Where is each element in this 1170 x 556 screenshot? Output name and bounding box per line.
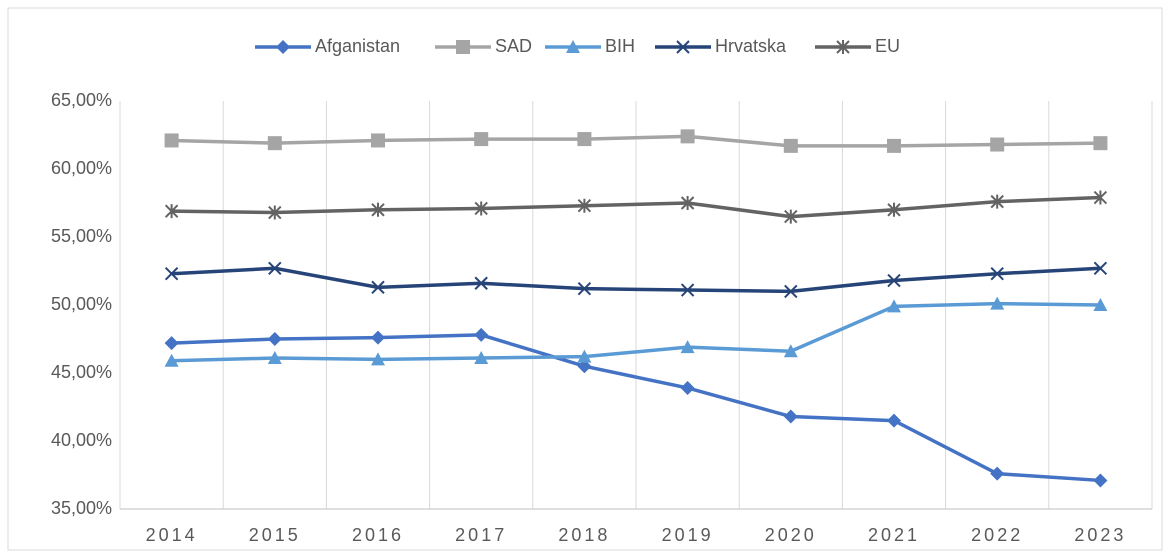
data-point [990, 267, 1004, 281]
data-point [680, 196, 695, 210]
data-point [783, 409, 798, 424]
data-point [577, 198, 592, 213]
data-point [268, 205, 282, 220]
legend-marker [676, 40, 690, 54]
data-point [784, 284, 798, 299]
legend-marker [456, 40, 470, 54]
data-point [474, 351, 489, 365]
data-point [990, 296, 1005, 310]
data-point [164, 133, 179, 148]
data-point [371, 280, 385, 295]
data-point [1093, 261, 1108, 275]
data-point [268, 261, 282, 275]
data-point [577, 132, 592, 147]
x-tick-label: 2022 [971, 525, 1023, 545]
series-line [171, 333, 1101, 483]
data-point [784, 209, 798, 224]
data-point [267, 351, 282, 365]
y-tick-label: 65,00% [51, 90, 112, 110]
data-point [783, 344, 798, 358]
x-tick-label: 2017 [455, 525, 507, 545]
y-tick-label: 45,00% [51, 362, 112, 382]
data-point [990, 194, 1004, 209]
legend-label: Afganistan [315, 36, 400, 56]
data-point [887, 273, 901, 288]
y-tick-label: 55,00% [51, 226, 112, 246]
y-tick-label: 40,00% [51, 430, 112, 450]
data-point [371, 202, 385, 217]
data-point [1093, 136, 1108, 151]
series-line [171, 301, 1101, 363]
data-point [680, 129, 695, 144]
data-point [474, 132, 489, 147]
y-tick-label: 50,00% [51, 294, 112, 314]
data-point [474, 201, 488, 216]
data-point [783, 138, 798, 153]
data-point [680, 380, 695, 395]
legend-marker [276, 40, 290, 54]
series-line [171, 134, 1101, 148]
x-tick-label: 2021 [868, 525, 920, 545]
x-tick-label: 2019 [662, 525, 714, 545]
data-point [990, 137, 1005, 152]
data-point [371, 330, 385, 345]
legend-marker [836, 40, 850, 54]
x-tick-label: 2015 [249, 525, 301, 545]
legend-label: EU [875, 36, 900, 56]
x-tick-label: 2018 [558, 525, 610, 545]
data-point [577, 359, 592, 374]
x-tick-label: 2016 [352, 525, 404, 545]
legend-label: BIH [605, 36, 635, 56]
legend-marker [566, 40, 580, 53]
data-point [1093, 190, 1108, 205]
data-point [1093, 298, 1108, 311]
data-point [577, 281, 592, 296]
data-point [474, 327, 489, 342]
data-point [164, 336, 179, 351]
data-point [164, 204, 179, 219]
legend-label: SAD [495, 36, 532, 56]
y-tick-label: 35,00% [51, 498, 112, 518]
x-tick-label: 2020 [765, 525, 817, 545]
data-point [267, 332, 282, 346]
series-line [171, 266, 1101, 294]
data-point [164, 267, 179, 281]
data-point [887, 413, 901, 428]
data-point [990, 466, 1005, 481]
y-tick-label: 60,00% [51, 158, 112, 178]
data-point [474, 276, 488, 290]
data-point [887, 138, 901, 153]
data-point [680, 283, 695, 297]
series-line [171, 195, 1101, 219]
x-tick-label: 2014 [146, 525, 198, 545]
data-point [1093, 473, 1108, 488]
x-tick-label: 2023 [1074, 525, 1126, 545]
data-point [267, 136, 282, 151]
data-point [887, 299, 901, 313]
data-point [887, 202, 901, 217]
legend-label: Hrvatska [715, 36, 787, 56]
data-point [680, 340, 695, 354]
data-point [371, 133, 385, 148]
data-point [371, 352, 385, 366]
data-point [164, 353, 179, 367]
data-point [577, 349, 592, 363]
